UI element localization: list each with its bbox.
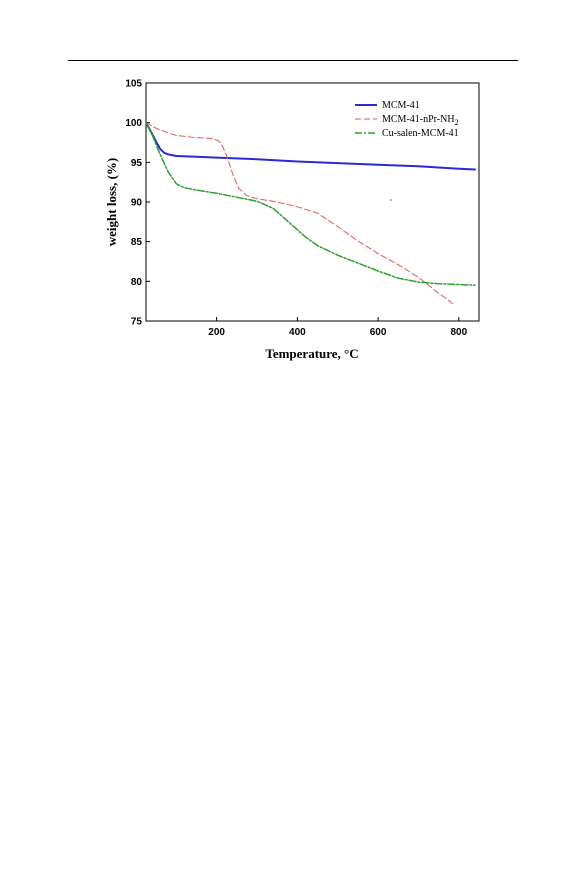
y-tick-label-105: 105 bbox=[125, 79, 142, 90]
legend-label-nh2-subscript: 2 bbox=[455, 118, 459, 127]
y-tick-label-85: 85 bbox=[131, 237, 143, 248]
series-line-cu-salen-mcm-41 bbox=[145, 121, 476, 287]
x-tick-label-600: 600 bbox=[370, 327, 387, 338]
y-tick-label-100: 100 bbox=[125, 118, 142, 129]
legend: MCM-41 MCM-41-nPr-NH2 Cu-salen-MCM-41 bbox=[355, 100, 459, 139]
series-line-mcm-41-npr-nh2 bbox=[145, 122, 454, 304]
page-header-rule bbox=[68, 60, 518, 61]
y-axis-title: weight loss, (%) bbox=[104, 158, 119, 246]
legend-label-cusalen: Cu-salen-MCM-41 bbox=[382, 128, 459, 139]
y-tick-label-95: 95 bbox=[131, 158, 143, 169]
x-tick-label-200: 200 bbox=[208, 327, 225, 338]
x-axis-title: Temperature, °C bbox=[265, 346, 358, 361]
x-tick-label-800: 800 bbox=[450, 327, 467, 338]
y-tick-label-75: 75 bbox=[131, 317, 143, 328]
stray-dot bbox=[390, 199, 392, 201]
legend-label-nh2: MCM-41-nPr-NH2 bbox=[382, 114, 459, 127]
y-tick-label-90: 90 bbox=[131, 198, 143, 209]
legend-label-nh2-main: MCM-41-nPr-NH bbox=[382, 114, 455, 125]
plot-area: 75 80 85 90 95 100 105 200 400 600 800 bbox=[125, 79, 480, 338]
series-line-mcm-41 bbox=[145, 121, 476, 171]
y-tick-label-80: 80 bbox=[131, 277, 143, 288]
legend-label-mcm41: MCM-41 bbox=[382, 100, 420, 111]
x-tick-label-400: 400 bbox=[289, 327, 306, 338]
